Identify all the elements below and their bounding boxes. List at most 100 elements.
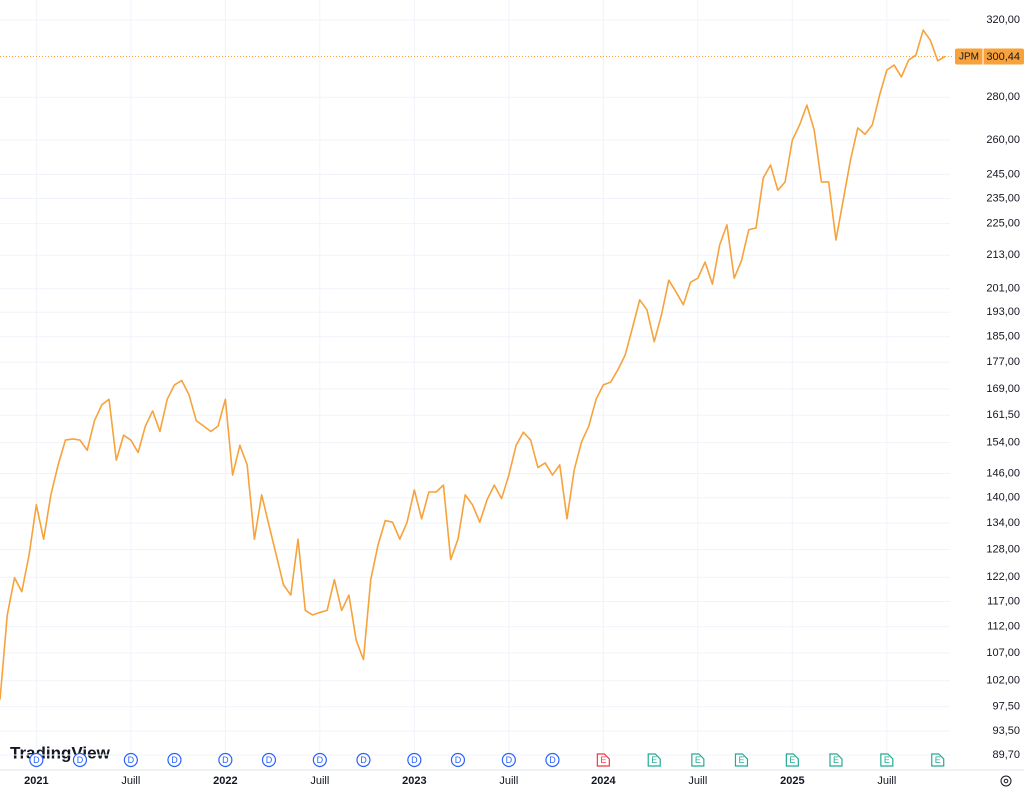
event-badge: [880, 753, 894, 767]
x-tick-label: Juill: [688, 775, 707, 787]
y-tick-label: 117,00: [987, 595, 1020, 607]
event-label: D: [171, 755, 178, 765]
y-tick-label: 154,00: [986, 437, 1020, 449]
y-tick-label: 213,00: [986, 249, 1020, 261]
event-badge: [72, 752, 88, 768]
event-marker: D: [407, 752, 422, 768]
event-marker: D: [501, 752, 516, 768]
event-label: D: [411, 755, 418, 765]
event-marker: E: [691, 753, 705, 767]
event-marker: D: [167, 752, 182, 768]
event-label: D: [77, 755, 84, 765]
x-tick-label: 2023: [402, 775, 426, 787]
event-marker: E: [880, 753, 894, 767]
y-tick-label: 169,00: [986, 383, 1020, 395]
event-badge: [829, 753, 843, 767]
y-tick-label: 112,00: [987, 621, 1020, 633]
event-label: D: [266, 755, 273, 765]
event-marker: D: [123, 752, 138, 768]
event-label: D: [455, 755, 462, 765]
settings-icon-center: [1003, 778, 1009, 784]
y-tick-label: 128,00: [986, 543, 1020, 555]
event-marker: E: [647, 753, 661, 767]
event-label: E: [695, 755, 701, 765]
y-tick-label: 245,00: [986, 168, 1020, 180]
y-tick-label: 320,00: [986, 14, 1020, 26]
event-badge: [218, 752, 233, 768]
y-tick-label: 260,00: [986, 134, 1020, 146]
x-tick-label: 2021: [24, 775, 48, 787]
event-badge: [596, 753, 610, 767]
event-marker: D: [312, 752, 327, 768]
settings-icon[interactable]: [1000, 775, 1012, 787]
event-marker: D: [261, 752, 277, 768]
y-tick-label: 89,70: [992, 749, 1020, 761]
y-tick-label: 193,00: [986, 306, 1020, 318]
price-line: [0, 29, 946, 700]
event-marker: E: [931, 753, 945, 767]
symbol-label: JPM: [959, 52, 979, 63]
last-price-badge: JPM 300,44: [955, 48, 1024, 65]
event-marker: D: [356, 752, 371, 768]
event-marker: E: [785, 753, 799, 767]
x-tick-label: Juill: [877, 775, 896, 787]
event-badge: [167, 752, 182, 768]
y-tick-label: 280,00: [986, 91, 1020, 103]
x-tick-label: 2022: [213, 775, 237, 787]
y-tick-label: 134,00: [986, 517, 1020, 529]
y-tick-label: 201,00: [986, 283, 1020, 295]
last-price-label: 300,44: [986, 51, 1020, 63]
event-label: D: [360, 755, 367, 765]
event-label: E: [935, 755, 941, 765]
event-label: D: [33, 755, 40, 765]
event-label: E: [884, 755, 890, 765]
event-badge: [931, 753, 945, 767]
event-label: D: [549, 755, 556, 765]
event-label: E: [738, 755, 744, 765]
grid: [0, 0, 950, 770]
event-label: D: [317, 755, 324, 765]
event-badge: [691, 753, 705, 767]
event-label: E: [789, 755, 795, 765]
y-tick-label: 177,00: [986, 356, 1020, 368]
event-marker: E: [596, 753, 610, 767]
event-marker: D: [450, 752, 466, 768]
event-badge: [501, 752, 516, 768]
event-badge: [29, 752, 44, 768]
y-tick-label: 122,00: [986, 571, 1020, 583]
event-marker: D: [29, 752, 44, 768]
event-marker: D: [218, 752, 233, 768]
event-badge: [545, 752, 560, 768]
y-tick-label: 102,00: [986, 675, 1020, 687]
y-tick-label: 146,00: [986, 467, 1020, 479]
event-badge: [123, 752, 138, 768]
event-marker: E: [734, 753, 749, 767]
x-tick-label: 2025: [780, 775, 804, 787]
x-tick-label: Juill: [121, 775, 140, 787]
event-marker: E: [829, 753, 843, 767]
event-badge: [734, 753, 749, 767]
y-tick-label: 140,00: [986, 492, 1020, 504]
event-badge: [785, 753, 799, 767]
y-tick-label: 107,00: [986, 647, 1020, 659]
event-marker: D: [545, 752, 560, 768]
event-label: E: [833, 755, 839, 765]
x-tick-label: 2024: [591, 775, 616, 787]
x-tick-label: Juill: [310, 775, 329, 787]
event-badge: [261, 752, 277, 768]
event-badge: [450, 752, 466, 768]
y-tick-label: 161,50: [986, 409, 1020, 421]
y-tick-label: 235,00: [986, 192, 1020, 204]
event-marker: D: [72, 752, 88, 768]
event-label: D: [128, 755, 135, 765]
y-tick-label: 97,50: [992, 701, 1020, 713]
event-label: D: [506, 755, 513, 765]
event-badge: [356, 752, 371, 768]
last-price-box: [955, 48, 1024, 65]
x-tick-label: Juill: [499, 775, 518, 787]
event-label: D: [222, 755, 229, 765]
event-badge: [647, 753, 661, 767]
y-tick-label: 93,50: [992, 725, 1020, 737]
event-badge: [407, 752, 422, 768]
